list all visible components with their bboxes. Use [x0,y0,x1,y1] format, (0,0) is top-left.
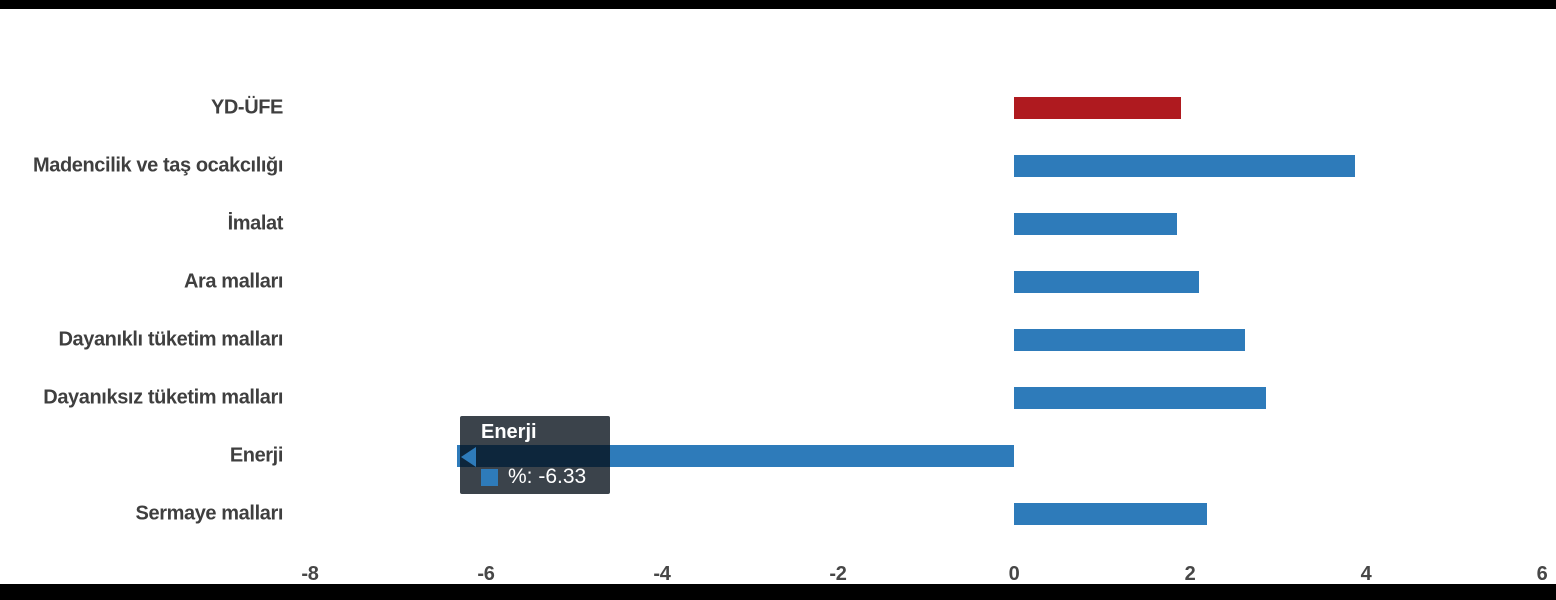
chart-bar[interactable] [1014,328,1246,351]
tooltip-value-row: %: -6.33 [481,466,602,488]
top-border-bar [0,0,1556,9]
chart-bar[interactable] [1014,386,1266,409]
x-tick-label: -8 [301,563,319,585]
tooltip: Enerji %: -6.33 [460,416,610,494]
x-tick-label: 2 [1184,563,1196,585]
chart-bar[interactable] [1014,96,1182,119]
series-color-swatch-icon [481,468,498,486]
chart-bar[interactable] [1014,502,1207,525]
x-tick-label: 6 [1536,563,1548,585]
x-tick-label: -4 [653,563,671,585]
x-tick-label: 4 [1360,563,1372,585]
category-label: Ara malları [184,270,283,292]
x-tick-label: -2 [829,563,847,585]
bottom-border-bar [0,584,1556,600]
tooltip-title: Enerji [481,421,537,443]
category-label: Madencilik ve taş ocakcılığı [32,154,283,176]
chart-bar[interactable] [1014,270,1199,293]
category-label: İmalat [227,212,284,234]
category-label: Sermaye malları [135,502,284,524]
chart-bar[interactable] [1014,154,1356,177]
category-label: YD-ÜFE [210,96,283,118]
tooltip-arrow-icon [461,447,476,467]
category-label: Dayanıklı tüketim malları [58,328,283,350]
x-tick-label: -6 [477,563,495,585]
x-tick-label: 0 [1008,563,1020,585]
category-label: Enerji [229,444,284,466]
chart-bar[interactable] [1014,212,1177,235]
category-label: Dayanıksız tüketim malları [43,386,283,408]
tooltip-value: %: -6.33 [508,465,587,488]
